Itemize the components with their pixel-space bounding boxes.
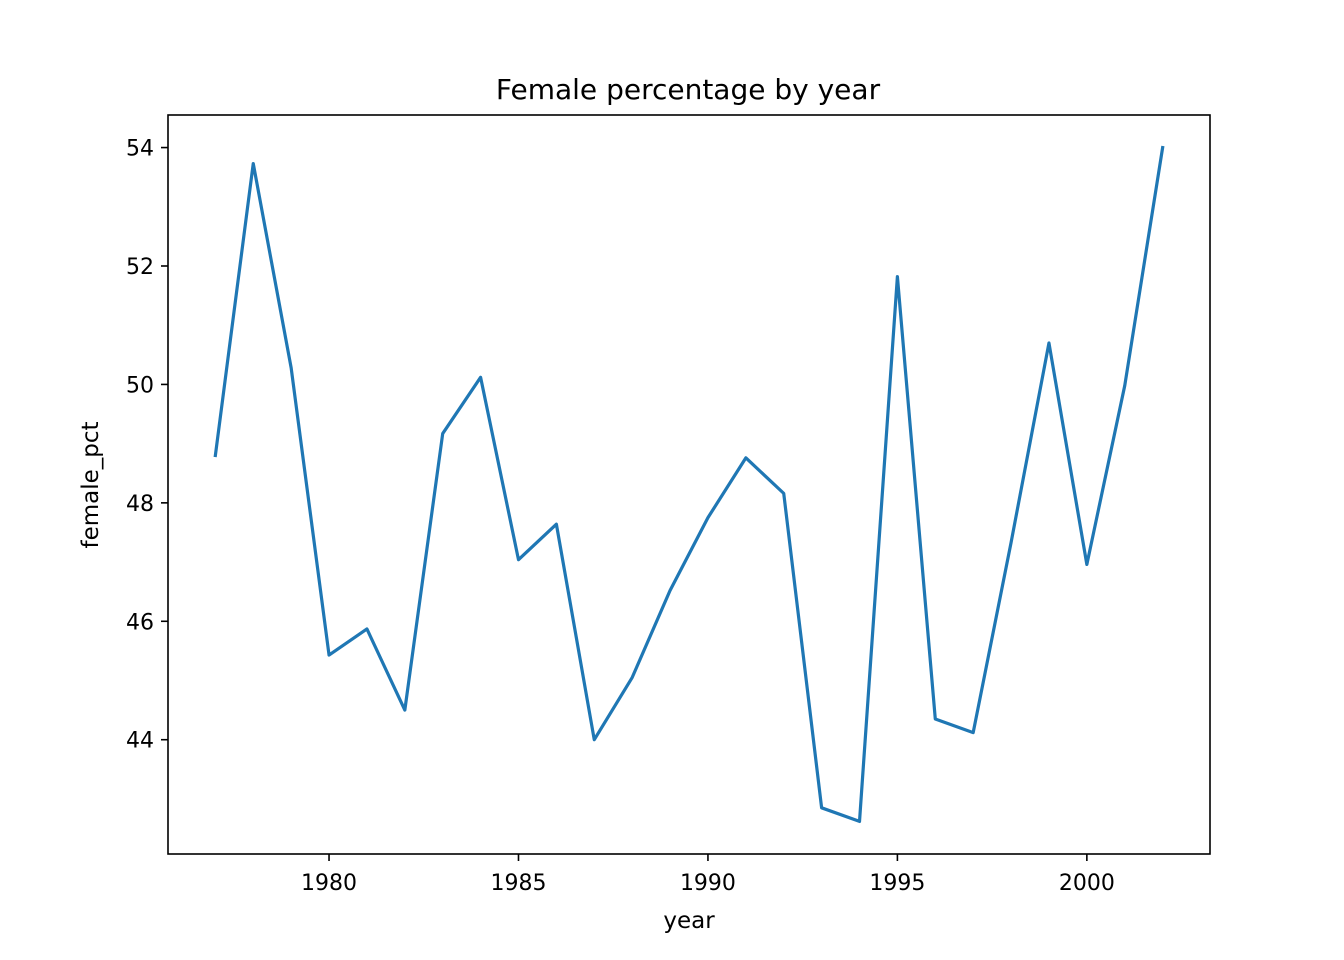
x-tick-label: 1990 xyxy=(680,871,736,896)
y-axis-label: female_pct xyxy=(78,421,104,548)
y-tick-label: 50 xyxy=(126,373,154,398)
x-tick-label: 1985 xyxy=(490,871,546,896)
x-tick-label: 2000 xyxy=(1059,871,1115,896)
chart-title: Female percentage by year xyxy=(496,73,881,106)
y-axis: 44 46 48 50 52 54 xyxy=(126,137,168,754)
y-tick-label: 44 xyxy=(126,729,154,754)
x-tick-label: 1980 xyxy=(301,871,357,896)
x-axis: 1980 1985 1990 1995 2000 xyxy=(301,854,1115,896)
plot-frame xyxy=(167,114,1211,855)
y-tick-label: 48 xyxy=(126,492,154,517)
y-tick-label: 54 xyxy=(126,137,154,162)
plot-area xyxy=(213,145,1165,824)
y-tick-label: 46 xyxy=(126,610,154,635)
series-line xyxy=(213,145,1165,824)
x-axis-label: year xyxy=(663,908,715,934)
y-tick-label: 52 xyxy=(126,255,154,280)
x-tick-label: 1995 xyxy=(869,871,925,896)
